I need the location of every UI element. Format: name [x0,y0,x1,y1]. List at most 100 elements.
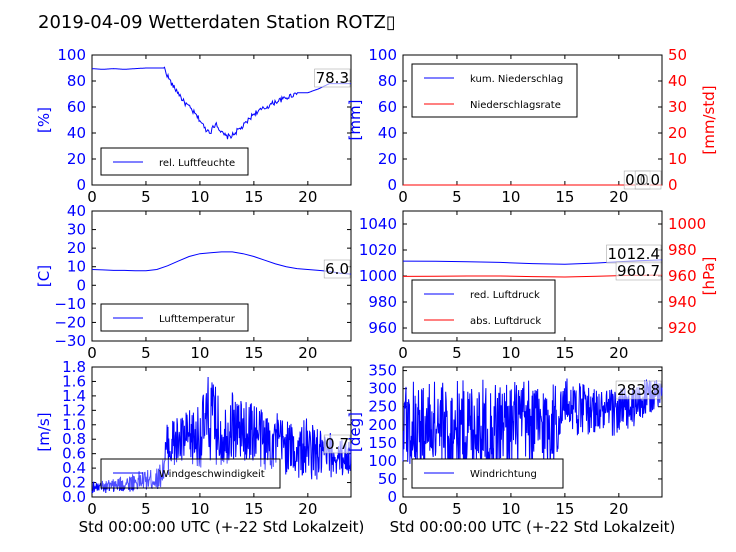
y2-tick-label: 1000 [668,215,706,233]
x-tick-label: 5 [452,500,462,518]
x-tick-label: 15 [555,500,574,518]
y-tick-label: 250 [368,398,397,416]
y-tick-label: 0.0 [62,488,86,506]
legend-label: Niederschlagsrate [470,100,561,111]
legend-pressure: red. Luftdruck abs. Luftdruck [411,279,556,334]
x-tick-label: 10 [501,188,520,206]
y2-axis-label: [mm/std] [700,85,718,154]
y-tick-label: 1.6 [62,372,86,390]
y-tick-label: 1.8 [62,358,86,376]
x-tick-label: 20 [609,188,628,206]
y-tick-label: 150 [368,434,397,452]
y-tick-label: 40 [378,124,397,142]
y-tick-label: 1000 [359,267,397,285]
y-axis-label: [%] [35,107,53,133]
y2-tick-label: 0 [668,176,678,194]
x-tick-label: 15 [244,500,263,518]
y-tick-label: 20 [67,239,86,257]
x-tick-label: 0 [398,344,408,362]
y-tick-label: 0.8 [62,430,86,448]
x-tick-label: 10 [501,500,520,518]
y-tick-label: 1.0 [62,416,86,434]
x-tick-label: 20 [298,500,317,518]
plot-frame [91,366,352,498]
y-tick-label: 40 [67,124,86,142]
y-tick-label: 350 [368,362,397,380]
y-axis-label: [m/s] [35,412,53,451]
value-annotation-box [314,68,351,88]
y-tick-label: 80 [67,72,86,90]
y2-tick-label: 10 [668,150,687,168]
value-annotation: 0.0 [636,171,660,189]
y-tick-label: 100 [368,452,397,470]
x-tick-label: 5 [141,500,151,518]
y-tick-label: 80 [378,72,397,90]
value-annotation: 0.7 [325,435,349,453]
y-tick-label: 60 [67,98,86,116]
x-tick-label: 20 [609,500,628,518]
x-tick-label: 20 [298,344,317,362]
y-axis-label: [mm] [346,100,364,141]
legend-label: Windgeschwindigkeit [159,469,265,480]
y-tick-label: 0 [387,176,397,194]
value-annotation: 960.7 [617,262,660,280]
x-tick-label: 0 [398,188,408,206]
y-tick-label: 60 [378,98,397,116]
y2-tick-label: 50 [668,46,687,64]
x-tick-label: 5 [452,344,462,362]
value-annotation: 6.0 [325,260,349,278]
panel-pressure: 0 5 10 15 20 960 980 1000 1020 1040 920 940 960 980 10… [359,210,718,362]
y-tick-label: 1.4 [62,387,86,405]
legend-label: red. Luftdruck [470,290,540,301]
y-tick-label: 100 [57,46,86,64]
y2-tick-label: 920 [668,319,697,337]
series-line-humidity-0 [91,66,351,140]
y2-tick-label: 40 [668,72,687,90]
y-tick-label: 0 [387,488,397,506]
x-tick-label: 0 [87,500,97,518]
panel-precip: 0 5 10 15 20 0 20 40 60 80 100 0 10 20 30 40 50 [mm] [mm/s… [346,46,718,206]
x-axis-label: Std 00:00:00 UTC (+-22 Std Lokalzeit) [79,518,365,536]
value-annotation: 78.3 [316,69,349,87]
y-tick-label: 1020 [359,241,397,259]
legend-humidity: rel. Luftfeuchte [100,147,249,176]
series-line-windspeed-0 [91,376,352,494]
x-tick-label: 20 [609,344,628,362]
plot-frame [91,210,352,342]
y-axis-label: [C] [35,265,53,287]
legend-label: kum. Niederschlag [470,74,563,85]
y-tick-label: 50 [378,470,397,488]
value-annotation-box [323,434,351,454]
value-annotation: 283.8 [617,381,660,399]
x-tick-label: 0 [87,344,97,362]
legend-label: Windrichtung [470,469,537,480]
y-axis-label: [deg] [346,412,364,452]
y2-tick-label: 20 [668,124,687,142]
x-tick-label: 10 [501,344,520,362]
x-tick-label: 5 [452,188,462,206]
x-tick-label: 0 [87,188,97,206]
series-line-temperature-0 [91,251,352,275]
value-annotation: 1012.4 [608,245,661,263]
y-tick-label: 20 [378,150,397,168]
x-tick-label: 15 [555,188,574,206]
y-tick-label: 20 [67,150,86,168]
y-tick-label: 100 [368,46,397,64]
value-annotation-box [615,261,662,281]
y-tick-label: 10 [67,258,86,276]
panel-temperature: 0 5 10 15 20−30−20−10010203040[C]Lufttempera… [35,202,352,362]
y-tick-label: 0 [76,276,86,294]
y-tick-label: 30 [67,221,86,239]
x-tick-label: 10 [190,344,209,362]
y2-axis-label: [hPa] [700,257,718,296]
y-tick-label: 0 [76,176,86,194]
legend-windspeed: Windgeschwindigkeit [100,458,281,489]
legend-winddir: Windrichtung [411,458,564,489]
y-tick-label: −20 [54,313,86,331]
x-tick-label: 10 [190,188,209,206]
value-annotation-box [323,259,351,279]
x-tick-label: 15 [244,188,263,206]
